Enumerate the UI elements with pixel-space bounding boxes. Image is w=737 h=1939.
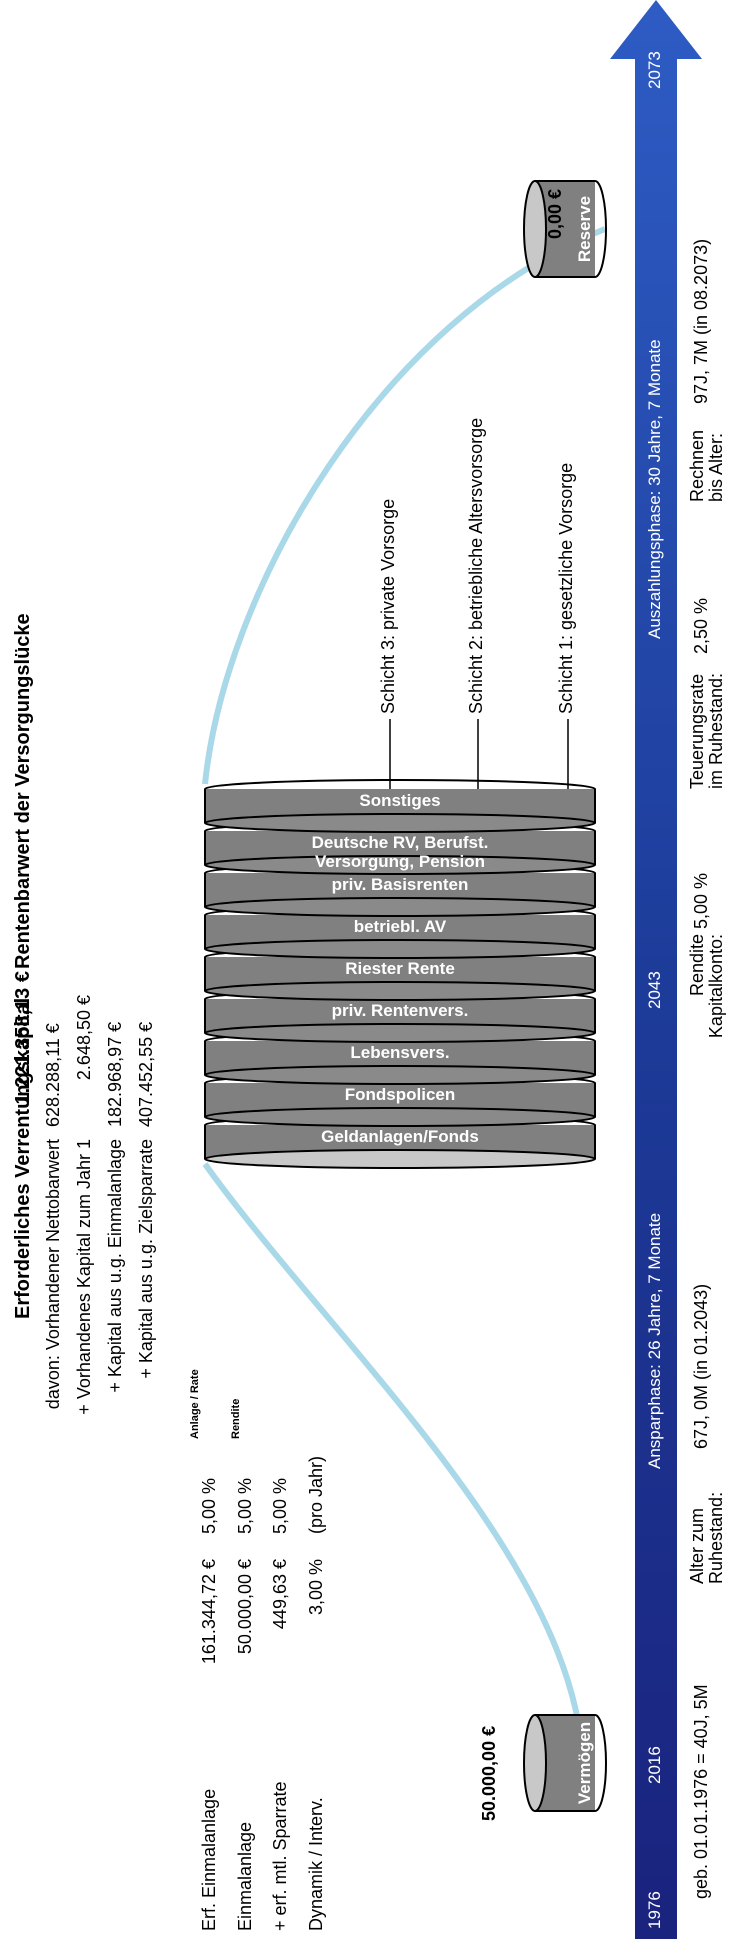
- capital-row-label: + Kapital aus u.g. Zielsparrate: [136, 1139, 156, 1379]
- table-header-return: Rendite: [230, 1398, 242, 1439]
- asset-disk: [523, 1714, 607, 1812]
- stack-disk-cap: [204, 1065, 596, 1085]
- table-row-return: 5,00 %: [270, 1477, 290, 1534]
- phase-payout: Auszahlungsphase: 30 Jahre, 7 Monate: [645, 339, 664, 639]
- stack-disk-label: Fondspolicen: [344, 1085, 456, 1104]
- stack-disk-label: Sonstiges: [359, 791, 441, 810]
- stack-disk-label: Deutsche RV, Berufst. Versorgung, Pensio…: [311, 833, 489, 871]
- disk-stack: [204, 779, 596, 1169]
- stack-disk-cap: [204, 939, 596, 959]
- table-row-return: (pro Jahr): [306, 1455, 326, 1534]
- reserve-amount: 0,00 €: [545, 188, 565, 239]
- stack-disk-cap: [204, 981, 596, 1001]
- page-title: Rentenbarwert der Versorgungslücke: [12, 613, 34, 969]
- capital-row-label: + Kapital aus u.g. Einmalanlage: [105, 1139, 125, 1393]
- footer-calc-label: Rechnen bis Alter:: [687, 429, 726, 502]
- year-end: 2073: [645, 51, 664, 89]
- stack-disk-outline: [204, 779, 596, 823]
- saving-arc: [202, 1162, 586, 1765]
- table-row-label: Einmalanlage: [235, 1821, 255, 1931]
- table-row-label: Dynamik / Interv.: [306, 1797, 326, 1931]
- required-capital-value: 1.221.358,13 €: [12, 971, 34, 1105]
- layer-label: Schicht 2: betriebliche Altersvorsorge: [466, 417, 486, 714]
- capital-row-label: davon: Vorhandener Nettobarwert: [43, 1139, 63, 1410]
- table-row-label: + erf. mtl. Sparrate: [270, 1781, 290, 1931]
- phase-saving: Ansparphase: 26 Jahre, 7 Monate: [645, 1212, 664, 1469]
- stack-disk-label: Lebensvers.: [350, 1043, 450, 1062]
- layer-label: Schicht 3: private Vorsorge: [378, 498, 398, 714]
- timeline-bar: [610, 0, 702, 1939]
- table-row-amount: 161.344,72 €: [199, 1559, 219, 1665]
- footer-return-label: Rendite Kapitalkonto:: [687, 934, 726, 1039]
- footer-return-value: 5,00 %: [691, 872, 711, 929]
- capital-row-value: 407.452,55 €: [136, 1021, 156, 1127]
- capital-row-label: + Vorhandenes Kapital zum Jahr 1: [74, 1139, 94, 1415]
- footer-inflation-value: 2,50 %: [691, 597, 711, 654]
- reserve-disk-label: Reserve: [575, 195, 594, 263]
- capital-row-value: 628.288,11 €: [43, 1023, 63, 1127]
- stack-disk-cap: [204, 1107, 596, 1127]
- payout-arc: [202, 226, 607, 785]
- year-now: 2016: [645, 1746, 664, 1784]
- stack-disk-label: betriebl. AV: [353, 917, 447, 936]
- footer-inflation-label: Teuerungsrate im Ruhestand:: [687, 672, 726, 789]
- footer-calc-value: 97J, 7M (in 08.2073): [691, 238, 711, 404]
- footer-birth: geb. 01.01.1976 = 40J, 5M: [691, 1684, 711, 1899]
- footer-retire-label: Alter zum Ruhestand:: [687, 1491, 726, 1584]
- table-header-rate: Anlage / Rate: [189, 1369, 201, 1439]
- footer-retire-value: 67J, 0M (in 01.2043): [691, 1283, 711, 1449]
- capital-row-value: 182.968,97 €: [105, 1021, 125, 1127]
- stack-disk-cap: [204, 1023, 596, 1043]
- stack-disk-label: Riester Rente: [345, 959, 455, 978]
- stack-disk-cap: [204, 897, 596, 917]
- capital-row-value: 2.648,50 €: [74, 995, 94, 1081]
- year-birth: 1976: [645, 1891, 664, 1929]
- stack-disk-cap: [204, 813, 596, 833]
- table-row-amount: 3,00 %: [306, 1559, 326, 1616]
- table-row-amount: 449,63 €: [270, 1559, 290, 1630]
- table-row-return: 5,00 %: [199, 1477, 219, 1534]
- reserve-disk: [523, 180, 607, 278]
- table-row-label: Erf. Einmalanlage: [199, 1788, 219, 1931]
- stack-disk-cap: [204, 1149, 596, 1169]
- year-retire: 2043: [645, 971, 664, 1009]
- table-row-return: 5,00 %: [235, 1477, 255, 1534]
- layer-label: Schicht 1: gesetzliche Vorsorge: [556, 462, 576, 714]
- stack-disk-label: priv. Basisrenten: [331, 875, 469, 894]
- table-row-amount: 50.000,00 €: [235, 1559, 255, 1655]
- asset-amount: 50.000,00 €: [479, 1725, 499, 1821]
- stack-disk-label: priv. Rentenvers.: [331, 1001, 469, 1020]
- stack-disk-label: Geldanlagen/Fonds: [321, 1127, 479, 1146]
- asset-disk-label: Vermögen: [575, 1721, 594, 1805]
